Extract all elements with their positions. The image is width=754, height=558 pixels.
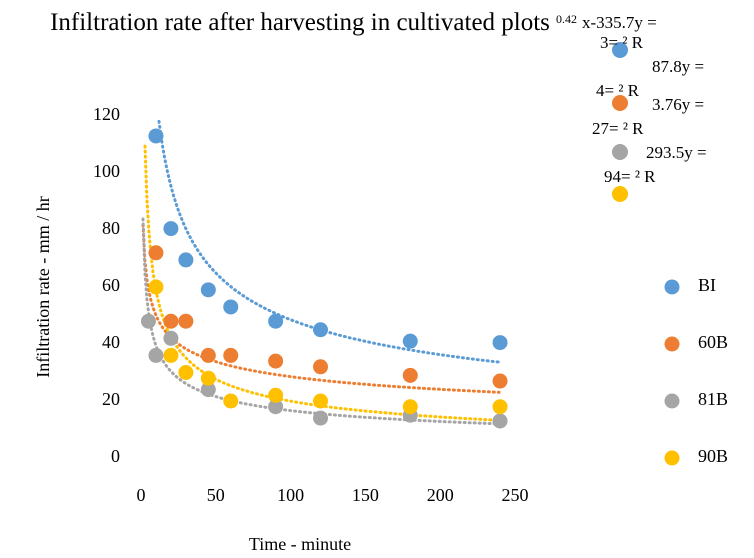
data-point [268,353,284,369]
legend-marker [664,336,680,352]
y-tick-label: 120 [93,104,120,124]
x-tick-label: 250 [502,485,529,505]
data-point [313,322,329,338]
y-axis-label: Infiltration rate - mm / hr [33,196,53,377]
data-point [200,347,216,363]
equation-text: 0.42 [556,12,577,26]
equation-text: 87.8y = [652,57,704,76]
data-point [163,330,179,346]
trendline [143,144,501,422]
data-point [268,399,284,415]
data-point [313,393,329,409]
data-point [402,367,418,383]
equation-text: 3= ² R [600,33,644,52]
x-tick-label: 50 [207,485,225,505]
x-axis-label: Time - minute [249,534,351,554]
data-point [200,282,216,298]
data-point [492,373,508,389]
data-point [148,128,164,144]
data-point [492,399,508,415]
y-tick-label: 20 [102,389,120,409]
equation-text: 3.76y = [652,95,704,114]
data-point [492,413,508,429]
equation-text: x-335.7y = [582,13,657,32]
equation-text: 27= ² R [592,119,644,138]
data-point [313,410,329,426]
data-point [200,382,216,398]
legend-label: 60B [698,332,728,352]
x-tick-label: 200 [427,485,454,505]
legend-label: 81B [698,389,728,409]
data-point [178,313,194,329]
data-point [140,313,156,329]
y-tick-label: 80 [102,218,120,238]
data-point [223,347,239,363]
trendline [157,119,501,364]
data-point [200,370,216,386]
equation-key [612,186,628,202]
x-tick-label: 100 [277,485,304,505]
data-point [148,347,164,363]
data-point [268,313,284,329]
legend-marker [664,450,680,466]
data-point [178,365,194,380]
equation-key [612,42,628,58]
x-tick-label: 0 [137,485,146,505]
legend-label: BI [698,275,716,295]
equation-text: 94= ² R [604,167,656,186]
equation-text: 293.5y = [646,143,707,162]
y-tick-label: 40 [102,332,120,352]
data-point [178,252,194,268]
y-tick-label: 60 [102,275,120,295]
data-point [163,221,179,237]
data-point [163,347,179,363]
equation-text: 4= ² R [596,81,640,100]
data-point [492,335,508,351]
y-tick-label: 0 [111,446,120,466]
data-point [163,313,179,329]
legend-marker [664,279,680,295]
legend-marker [664,393,680,409]
chart-title: Infiltration rate after harvesting in cu… [50,9,550,36]
legend-label: 90B [698,446,728,466]
data-point [223,393,239,409]
x-tick-label: 150 [352,485,379,505]
data-point [148,279,164,295]
equation-key [612,95,628,111]
data-point [268,387,284,403]
data-point [313,359,329,375]
data-point [148,245,164,261]
data-point [402,333,418,349]
equation-key [612,144,628,160]
data-point [223,299,239,315]
y-tick-label: 100 [93,161,120,181]
data-point [402,399,418,415]
